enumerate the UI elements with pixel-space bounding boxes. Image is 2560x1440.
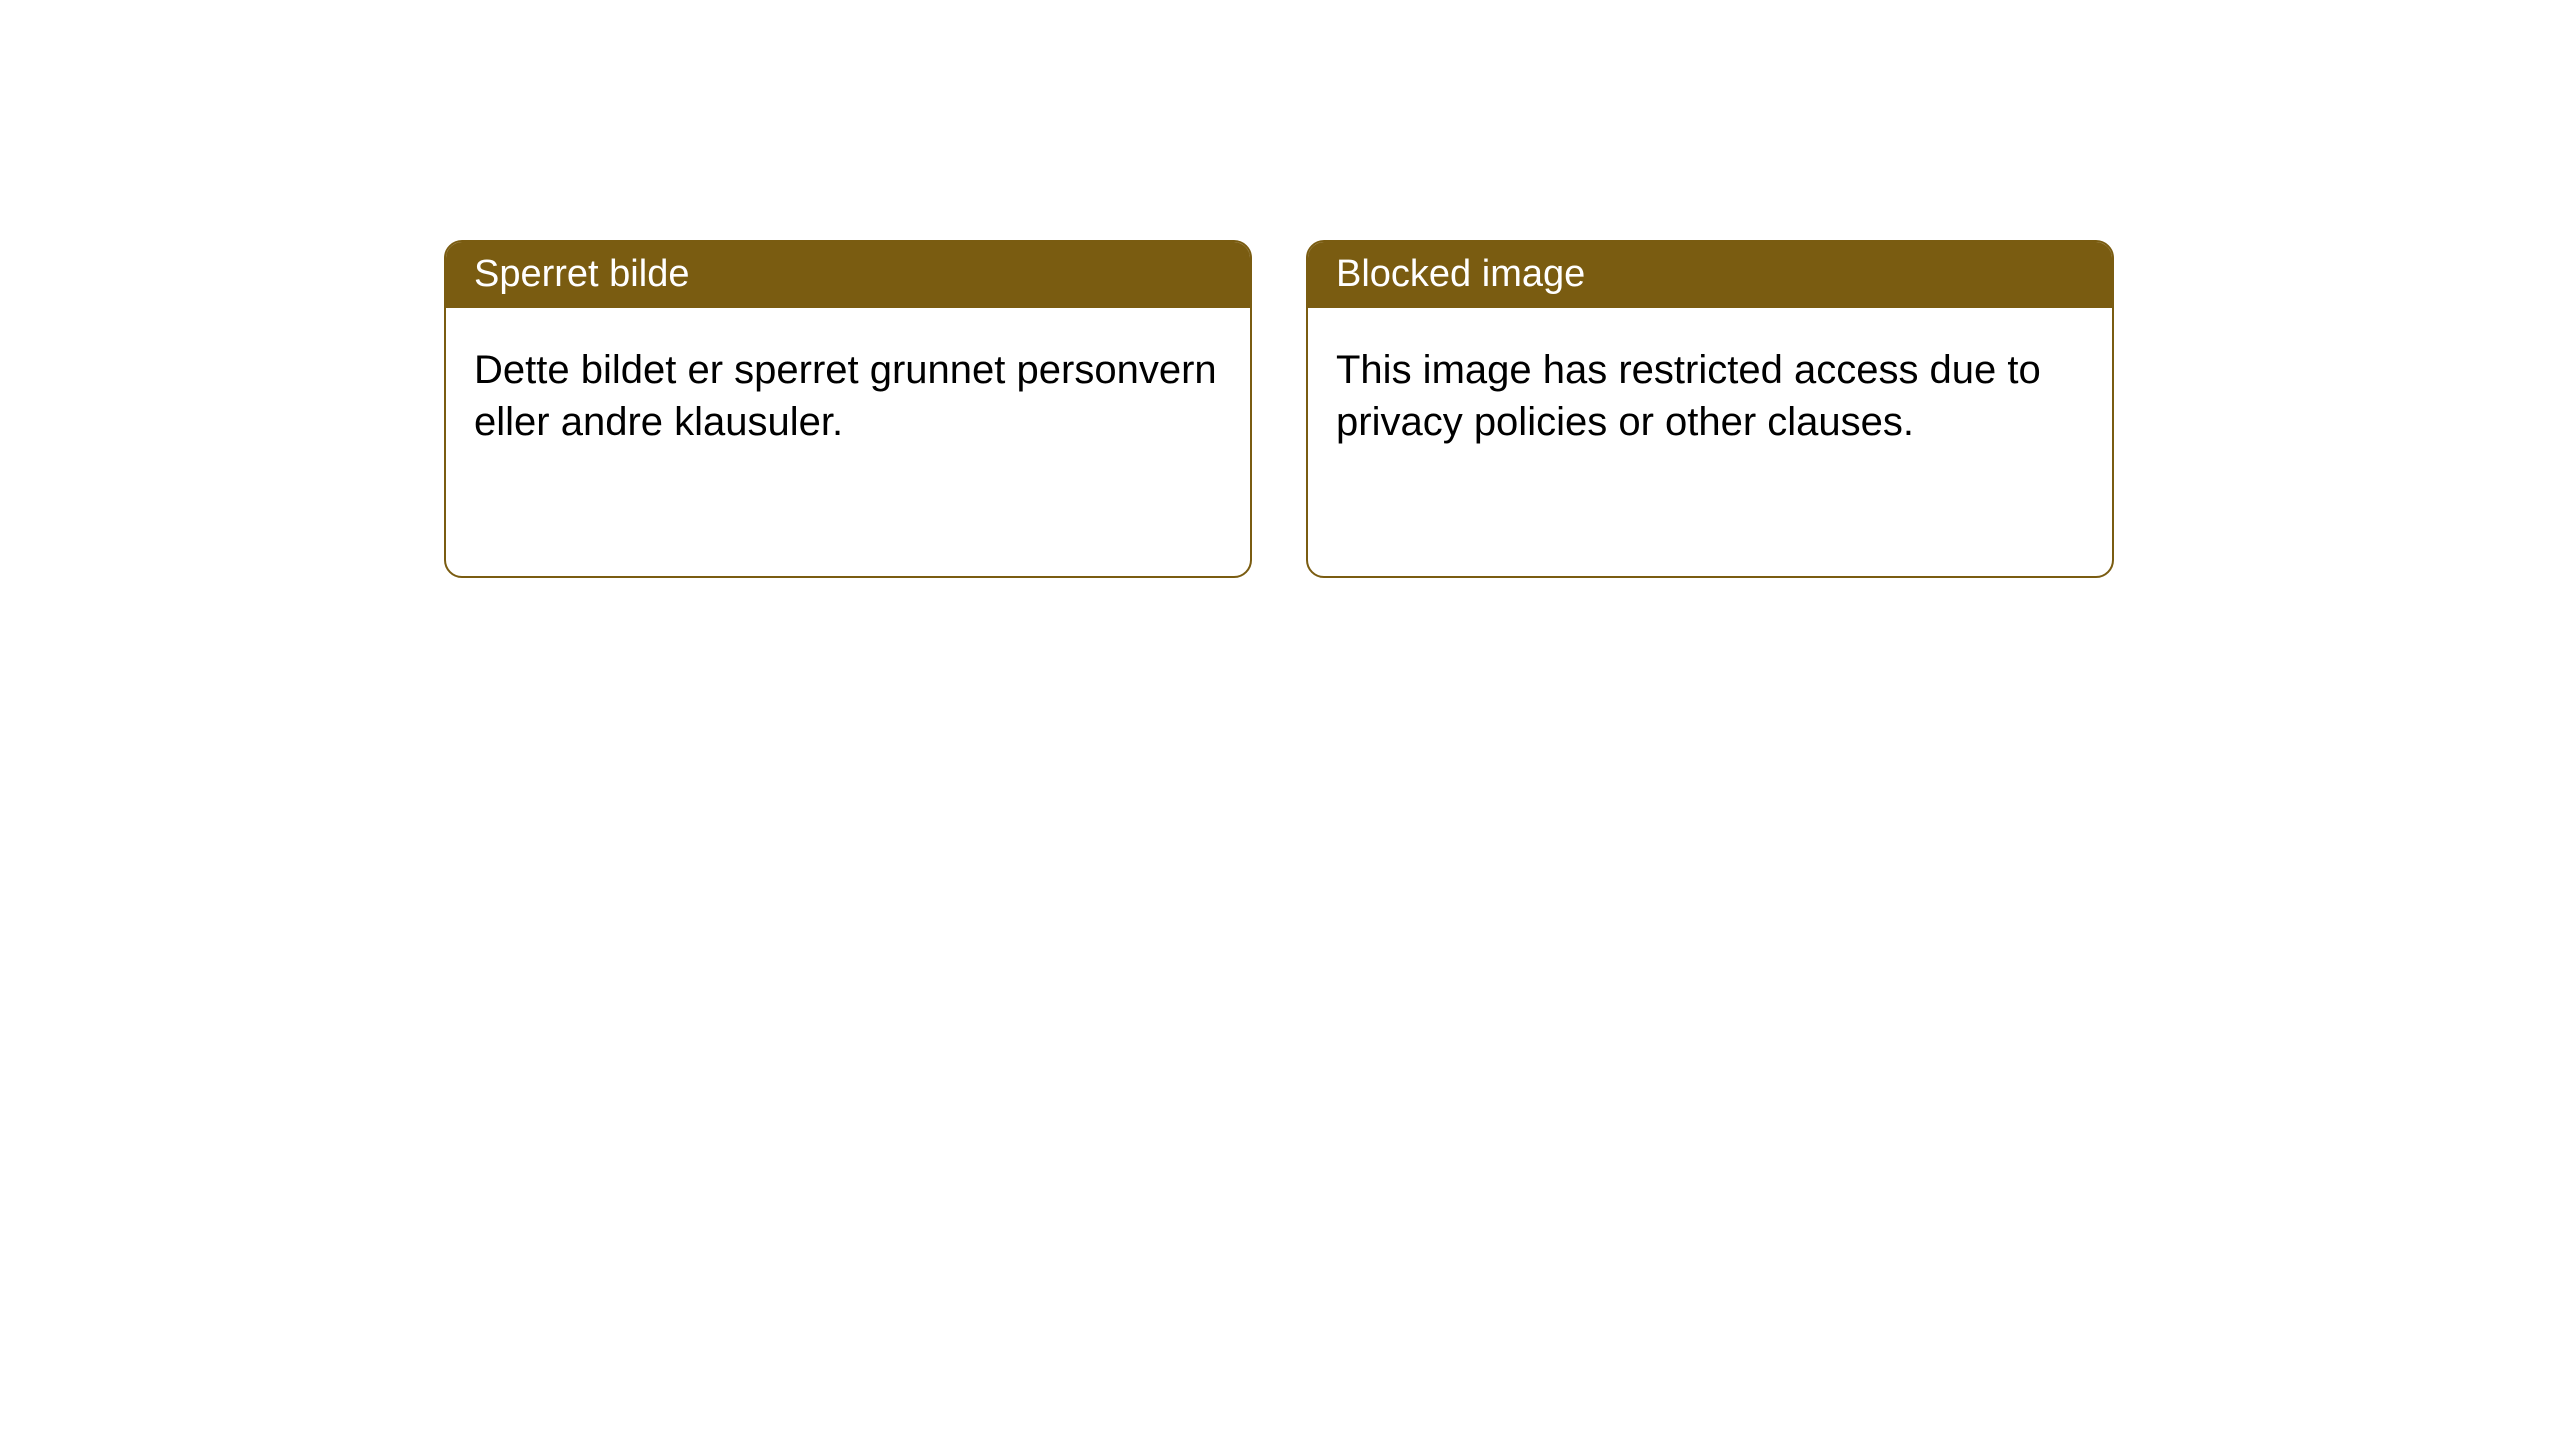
cards-container: Sperret bilde Dette bildet er sperret gr… [444,240,2114,578]
card-body-en: This image has restricted access due to … [1308,308,2112,478]
card-header-no: Sperret bilde [446,242,1250,308]
blocked-image-card-no: Sperret bilde Dette bildet er sperret gr… [444,240,1252,578]
card-body-no: Dette bildet er sperret grunnet personve… [446,308,1250,478]
blocked-image-card-en: Blocked image This image has restricted … [1306,240,2114,578]
card-header-en: Blocked image [1308,242,2112,308]
